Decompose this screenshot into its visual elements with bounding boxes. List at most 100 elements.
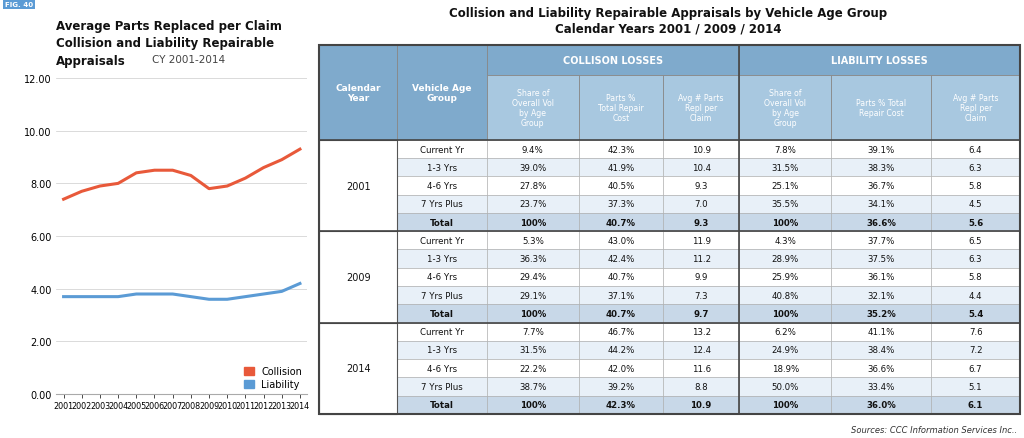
Bar [831, 213, 931, 232]
Text: 11.2: 11.2 [691, 254, 711, 264]
Text: 42.0%: 42.0% [607, 364, 635, 373]
Text: 5.4: 5.4 [968, 309, 983, 318]
Text: 50.0%: 50.0% [771, 382, 799, 391]
Bar [579, 250, 663, 268]
Text: 5.6: 5.6 [968, 218, 983, 227]
Bar [319, 141, 397, 232]
Text: 9.3: 9.3 [693, 218, 709, 227]
Bar [579, 396, 663, 414]
Text: 11.6: 11.6 [691, 364, 711, 373]
Text: 42.3%: 42.3% [606, 400, 636, 409]
Bar [579, 213, 663, 232]
Text: 5.3%: 5.3% [522, 237, 544, 245]
Bar [486, 304, 579, 323]
Bar [319, 323, 397, 414]
Text: 1-3 Yrs: 1-3 Yrs [427, 346, 457, 355]
Text: 5.8: 5.8 [969, 182, 982, 191]
Text: Vehicle Age
Group: Vehicle Age Group [413, 84, 472, 103]
Bar [397, 323, 486, 341]
Bar [319, 46, 397, 141]
Text: 9.9: 9.9 [694, 273, 708, 282]
Text: 40.8%: 40.8% [771, 291, 799, 300]
Text: 9.7: 9.7 [693, 309, 709, 318]
Text: 10.4: 10.4 [691, 163, 711, 173]
Text: Current Yr: Current Yr [420, 145, 464, 154]
Bar [397, 195, 486, 213]
Bar [931, 286, 1021, 304]
Bar [663, 177, 739, 195]
Bar [486, 323, 579, 341]
Text: 11.9: 11.9 [691, 237, 711, 245]
Text: 42.4%: 42.4% [607, 254, 635, 264]
Text: Avg # Parts
Repl per
Claim: Avg # Parts Repl per Claim [953, 94, 998, 123]
Text: 41.1%: 41.1% [867, 328, 895, 336]
Bar [831, 177, 931, 195]
Bar [397, 359, 486, 378]
Text: 100%: 100% [772, 400, 799, 409]
Text: 37.5%: 37.5% [867, 254, 895, 264]
Bar [486, 177, 579, 195]
Bar [397, 286, 486, 304]
Bar [739, 341, 831, 359]
Bar [579, 268, 663, 286]
Bar [931, 268, 1021, 286]
Text: 6.4: 6.4 [969, 145, 982, 154]
Bar [319, 46, 1021, 414]
Text: 32.1%: 32.1% [867, 291, 895, 300]
Text: 6.5: 6.5 [969, 237, 982, 245]
Text: 9.3: 9.3 [694, 182, 708, 191]
Bar [397, 141, 486, 159]
Text: 4.5: 4.5 [969, 200, 982, 209]
Text: 40.5%: 40.5% [607, 182, 635, 191]
Text: 44.2%: 44.2% [607, 346, 635, 355]
Bar [739, 250, 831, 268]
Text: 10.9: 10.9 [690, 400, 712, 409]
Bar [397, 46, 486, 141]
Bar [931, 250, 1021, 268]
Text: 29.1%: 29.1% [519, 291, 547, 300]
Bar [579, 141, 663, 159]
Text: 29.4%: 29.4% [519, 273, 547, 282]
Bar [739, 213, 831, 232]
Text: 9.4%: 9.4% [522, 145, 544, 154]
Bar [663, 213, 739, 232]
Bar [579, 341, 663, 359]
Text: 2014: 2014 [346, 364, 371, 373]
Text: Collision and Liability Repairable Appraisals by Vehicle Age Group: Collision and Liability Repairable Appra… [450, 7, 887, 20]
Text: Share of
Overall Vol
by Age
Group: Share of Overall Vol by Age Group [512, 88, 554, 128]
Text: Calendar
Year: Calendar Year [336, 84, 381, 103]
Text: 7 Yrs Plus: 7 Yrs Plus [421, 382, 463, 391]
Text: Sources: CCC Information Services Inc..: Sources: CCC Information Services Inc.. [851, 425, 1017, 434]
Bar [739, 378, 831, 396]
Text: 100%: 100% [520, 309, 546, 318]
Bar [931, 341, 1021, 359]
Text: 31.5%: 31.5% [519, 346, 547, 355]
Bar [663, 159, 739, 177]
Bar [831, 378, 931, 396]
Text: CY 2001-2014: CY 2001-2014 [152, 55, 224, 65]
Text: 36.0%: 36.0% [866, 400, 896, 409]
Bar [931, 177, 1021, 195]
Bar [831, 323, 931, 341]
Text: 39.0%: 39.0% [519, 163, 547, 173]
Text: 8.8: 8.8 [694, 382, 708, 391]
Bar [831, 159, 931, 177]
Bar [579, 304, 663, 323]
Text: 100%: 100% [772, 218, 799, 227]
Bar [486, 159, 579, 177]
Legend: Collision, Liability: Collision, Liability [244, 367, 302, 389]
Text: 23.7%: 23.7% [519, 200, 547, 209]
Text: 6.3: 6.3 [969, 163, 982, 173]
Bar [739, 304, 831, 323]
Bar [579, 159, 663, 177]
Bar [579, 195, 663, 213]
Bar [397, 268, 486, 286]
Text: 37.7%: 37.7% [867, 237, 895, 245]
Text: 35.2%: 35.2% [866, 309, 896, 318]
Text: 7.0: 7.0 [694, 200, 708, 209]
Text: 100%: 100% [772, 309, 799, 318]
Text: Share of
Overall Vol
by Age
Group: Share of Overall Vol by Age Group [764, 88, 806, 128]
Bar [739, 159, 831, 177]
Text: 41.9%: 41.9% [607, 163, 635, 173]
Text: 6.7: 6.7 [969, 364, 982, 373]
